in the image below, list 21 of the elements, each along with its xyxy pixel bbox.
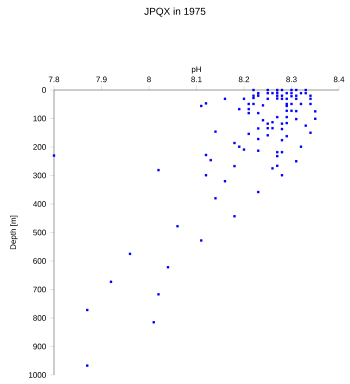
y-tick-label: 800 <box>33 315 46 321</box>
chart-title: JPQX in 1975 <box>144 8 206 17</box>
y-axis-title: Depth [m] <box>10 216 18 250</box>
x-tick-label: 7.9 <box>96 76 107 82</box>
y-tick-label: 700 <box>33 286 46 292</box>
x-tick-label: 8.2 <box>238 76 250 82</box>
x-tick-label: 7.8 <box>48 76 60 82</box>
y-tick-label: 100 <box>33 116 46 122</box>
y-tick-label: 500 <box>33 230 46 236</box>
y-tick-label: 600 <box>33 258 46 264</box>
x-tick-label: 8.1 <box>191 76 202 82</box>
y-tick-label: 400 <box>33 201 46 207</box>
x-tick-label: 8 <box>147 76 151 82</box>
x-tick-label: 8.3 <box>286 76 297 82</box>
y-tick-label: 300 <box>33 172 46 178</box>
y-tick-label: 1000 <box>29 372 46 378</box>
x-axis-title: pH <box>192 66 201 74</box>
y-tick-label: 200 <box>33 144 46 150</box>
y-tick-label: 0 <box>42 87 46 93</box>
x-tick-label: 8.4 <box>334 76 344 82</box>
y-tick-label: 900 <box>33 344 46 350</box>
